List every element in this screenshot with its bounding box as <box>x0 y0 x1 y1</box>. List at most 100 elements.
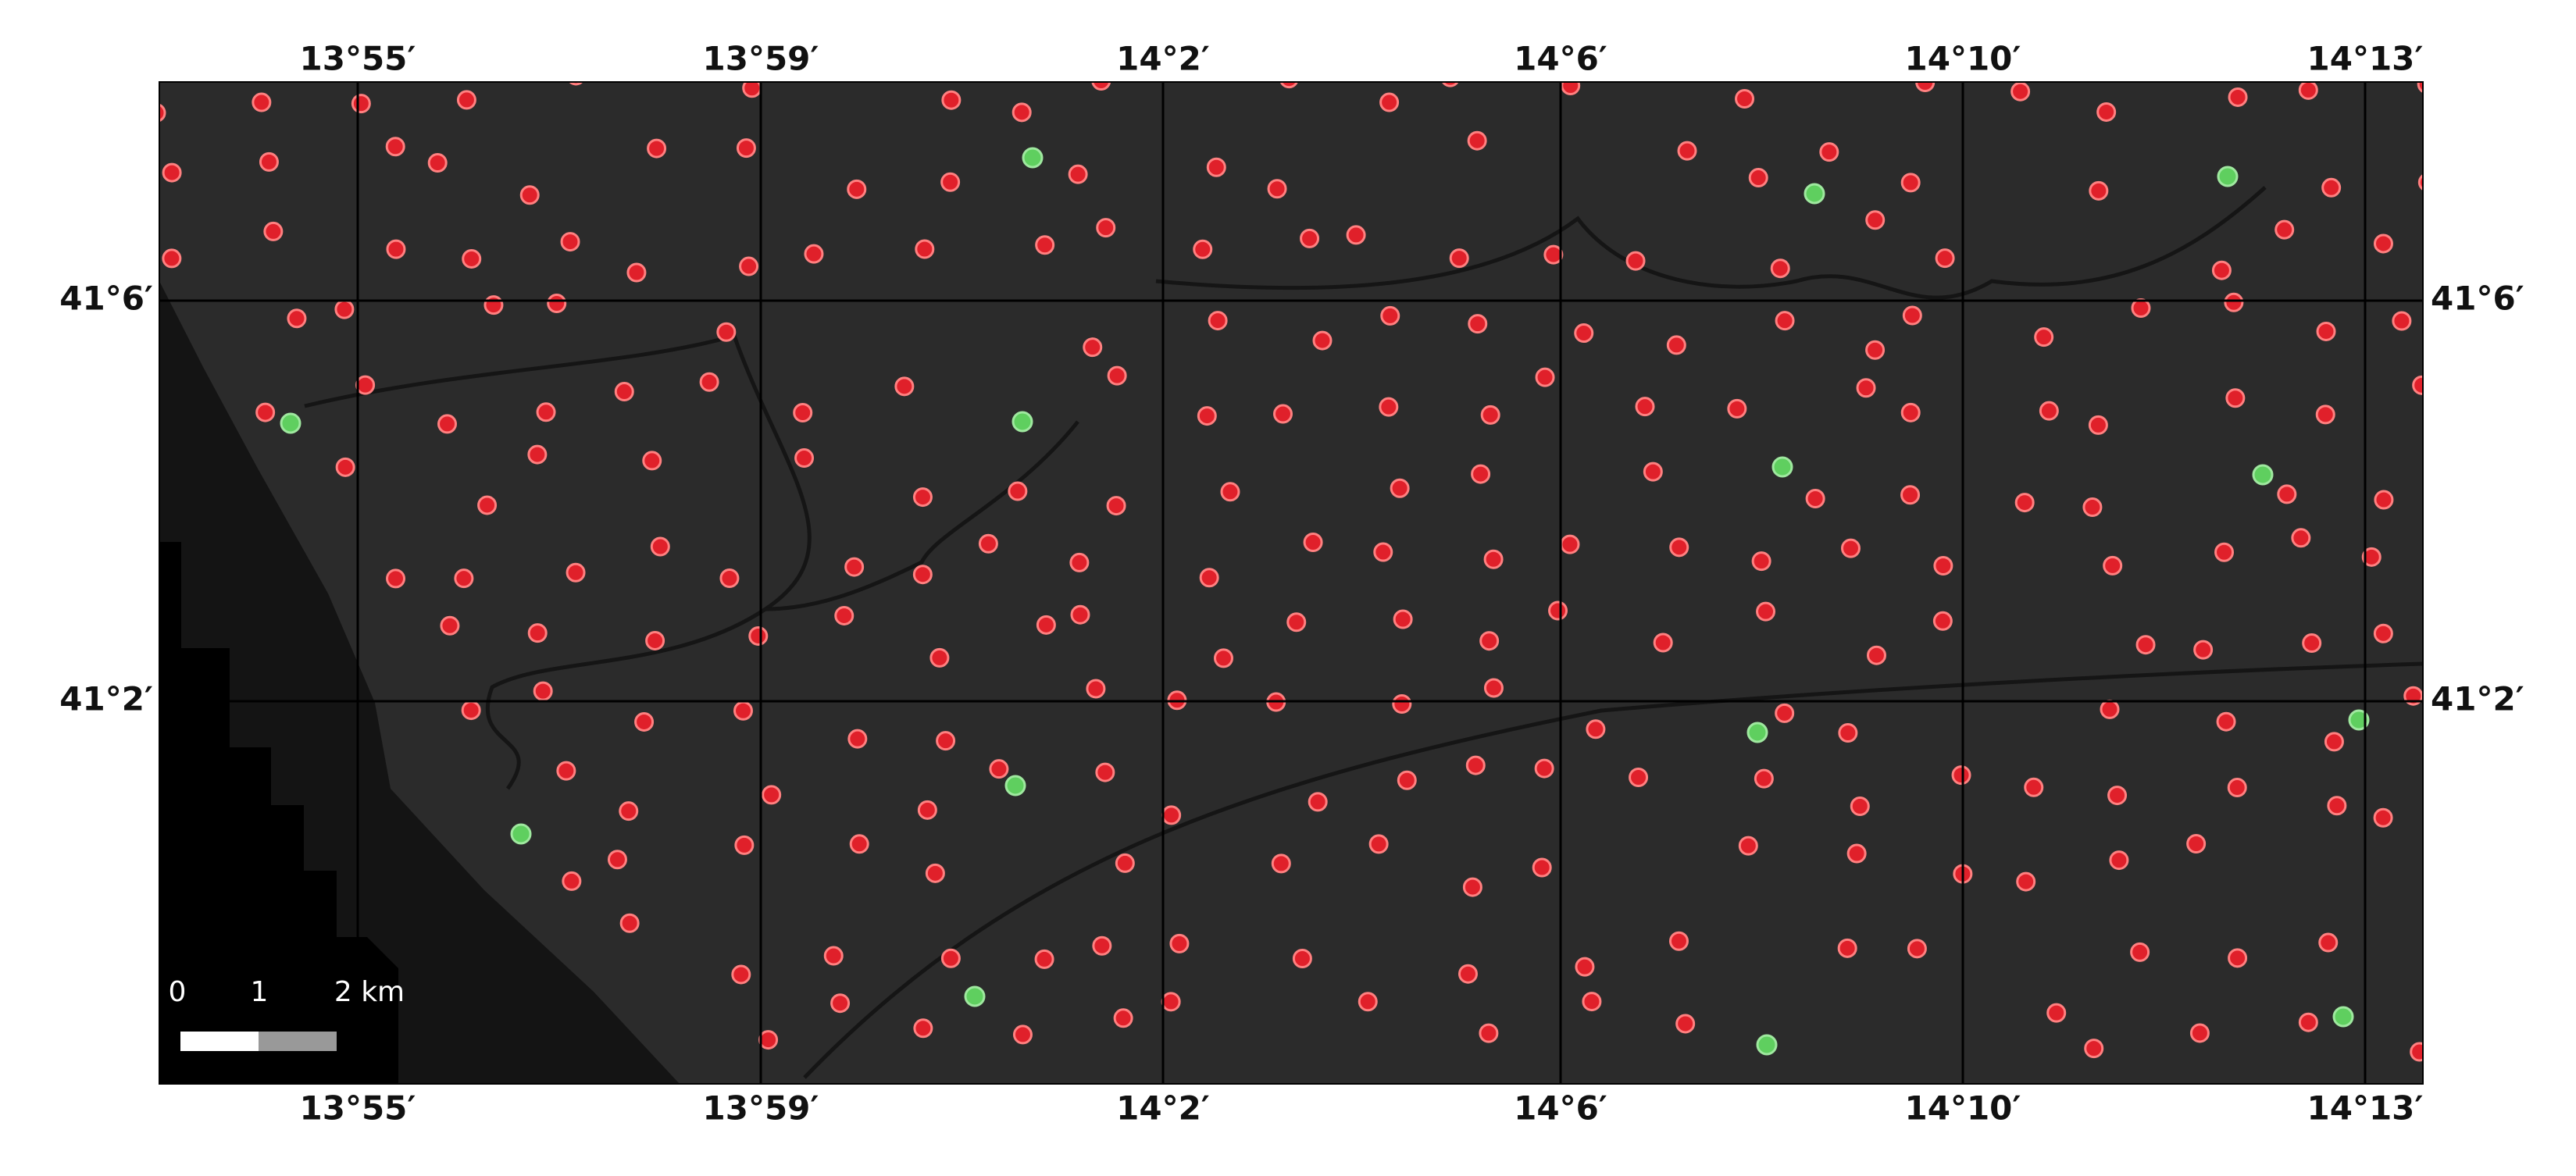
sample-point <box>912 565 933 585</box>
sample-point <box>1373 542 1393 562</box>
sample-point <box>1068 164 1088 184</box>
sample-point <box>1069 552 1090 572</box>
sample-point <box>1629 768 1649 788</box>
graticule <box>159 82 2423 1084</box>
sample-point <box>1582 992 1602 1012</box>
sample-point <box>2373 623 2393 643</box>
sample-point <box>2315 404 2335 425</box>
sample-point <box>1839 63 1856 80</box>
sample-point <box>2103 555 2123 576</box>
sample-point <box>2096 102 2117 122</box>
sample-point <box>355 375 376 395</box>
longitude-label: 14°6′ <box>1514 1089 1607 1128</box>
sample-point <box>1951 765 1971 786</box>
sample-point <box>2189 1023 2210 1043</box>
sample-point <box>2227 778 2247 798</box>
sample-point <box>1106 496 1126 516</box>
sample-point <box>2298 82 2318 100</box>
sample-point <box>2321 177 2342 198</box>
sample-point <box>1575 957 1595 977</box>
scale-bar-white <box>180 1032 259 1051</box>
sample-point <box>647 138 667 159</box>
sample-point <box>734 835 755 855</box>
sample-point <box>1008 481 1028 501</box>
sample-point <box>547 294 567 314</box>
sample-point <box>619 801 639 821</box>
sample-point <box>1902 305 1922 326</box>
sample-point <box>440 615 460 636</box>
sample-point <box>1091 82 1111 91</box>
sample-point <box>1483 678 1504 698</box>
sample-point <box>645 630 665 650</box>
longitude-label: 13°59′ <box>703 1089 819 1128</box>
sample-point <box>1532 857 1552 878</box>
sample-point <box>1468 314 1488 334</box>
sample-point <box>804 244 824 264</box>
sample-point <box>1548 600 1568 621</box>
sample-point <box>1770 258 1790 279</box>
sample-point <box>989 759 1009 779</box>
sample-point <box>1900 402 1921 422</box>
sample-point <box>2228 948 2248 968</box>
sample-point <box>716 322 737 342</box>
map-area <box>159 63 2423 1084</box>
sample-point <box>794 448 815 469</box>
sample-point <box>1846 843 1867 864</box>
sample-point <box>1483 549 1504 569</box>
sample-point <box>2324 732 2344 752</box>
sample-point <box>929 647 950 668</box>
scale-label: 0 <box>169 976 187 1008</box>
sample-point <box>566 562 586 583</box>
validation-point <box>964 985 986 1007</box>
longitude-label: 14°13′ <box>2307 1089 2424 1128</box>
sample-point <box>1346 225 1366 245</box>
sample-point <box>2373 233 2393 254</box>
sample-point <box>1586 719 1606 739</box>
sample-point <box>159 103 166 123</box>
sample-point <box>642 451 662 471</box>
sample-point <box>1775 703 1795 723</box>
sample-point <box>2016 871 2036 892</box>
sample-point <box>162 162 182 183</box>
sample-point <box>1379 92 1400 112</box>
scale-bar-gray <box>259 1032 337 1051</box>
sample-point <box>1286 612 1307 633</box>
sample-point <box>1070 604 1090 625</box>
sample-point <box>259 151 279 172</box>
sample-point <box>1543 244 1564 265</box>
canal <box>803 661 2423 1079</box>
sample-point <box>894 376 915 397</box>
sample-point <box>2014 493 2035 513</box>
sample-point <box>2216 711 2236 732</box>
sample-point <box>2316 321 2336 341</box>
validation-point <box>1771 456 1793 478</box>
latitude-label: 41°2′ <box>2431 680 2524 718</box>
sample-point <box>634 711 655 732</box>
sample-point <box>1169 933 1190 953</box>
sample-point <box>1574 323 1594 344</box>
sample-point <box>1393 609 1413 629</box>
sample-point <box>560 232 580 252</box>
sample-point <box>527 444 548 465</box>
sample-point <box>758 1030 779 1050</box>
sample-point <box>2186 833 2207 853</box>
sample-point <box>739 256 759 276</box>
sample-point <box>1449 248 1469 269</box>
sample-point <box>1096 218 1116 238</box>
sample-point <box>1379 397 1399 417</box>
sample-point <box>2131 298 2151 318</box>
sample-point <box>1751 551 1771 572</box>
sample-point <box>913 1018 933 1039</box>
latitude-label: 41°2′ <box>59 680 153 718</box>
sample-point <box>1095 762 1115 782</box>
sample-point <box>912 487 933 508</box>
sample-point <box>2089 180 2109 201</box>
longitude-label: 13°59′ <box>703 40 819 78</box>
sample-point <box>1457 964 1478 984</box>
sample-point <box>2224 292 2244 312</box>
sample-point <box>1479 631 1500 651</box>
sample-point <box>454 568 474 589</box>
sample-point <box>1206 157 1226 177</box>
sample-point <box>287 308 307 329</box>
